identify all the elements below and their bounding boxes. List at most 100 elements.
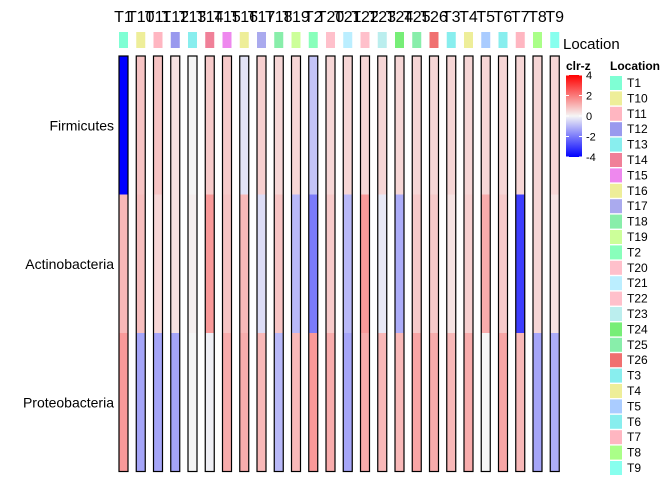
heatmap-cell [205,333,215,472]
heatmap-cell [412,56,422,195]
column-outline [428,55,440,473]
legend-swatch [610,183,622,198]
heatmap-cell [481,56,491,195]
heatmap-cell [136,56,146,195]
location-annotation-cell [533,32,542,48]
column-outline [273,55,284,473]
legend-swatch [610,122,622,137]
heatmap-cell [274,56,284,195]
column-label: T6 [494,9,513,26]
location-annotation-cell [498,32,508,48]
legend-label: T12 [627,122,648,136]
column-label: T20 [317,9,345,26]
location-annotation-cell [515,32,525,48]
legend-swatch [610,399,622,414]
column-label: T3 [442,9,461,26]
column-label: T14 [196,9,224,26]
row-label: Actinobacteria [25,256,114,272]
legend-swatch [610,353,622,368]
location-annotation-cell [119,32,128,48]
heatmap-cell [550,56,560,195]
legend-swatch [610,384,622,398]
column-outline [497,55,509,473]
legend-swatch [610,445,622,460]
location-annotation-cell [343,32,353,48]
column-outline [532,55,543,473]
legend-label: T1 [627,76,641,90]
heatmap-cell [377,194,387,333]
heatmap-cell [550,333,560,472]
heatmap-cell [170,194,180,333]
heatmap-cell [429,194,439,333]
legend-label: T6 [627,415,641,429]
legend-swatch [610,199,622,214]
location-annotation-cell [222,32,232,48]
heatmap-cell [119,56,128,195]
column-outline [204,55,215,473]
column-label: T4 [459,9,478,26]
legend-label: T14 [627,153,648,167]
column-outline [256,55,267,473]
column-label: T26 [420,9,448,26]
legend-swatch [610,461,622,475]
legend-label: T18 [627,215,648,229]
location-annotation-cell [326,32,335,48]
heatmap-cell [136,194,146,333]
legend-label: T4 [627,384,641,398]
heatmap-cell [464,194,473,333]
heatmap-cell [153,194,163,333]
heatmap-cell [222,56,232,195]
heatmap-cell [291,194,301,333]
legend-label: T10 [627,91,648,105]
column-label: T8 [528,9,547,26]
heatmap-cell [257,333,266,472]
location-annotation-cell [274,32,284,48]
column-outline [480,55,491,473]
row-label: Proteobacteria [23,394,114,410]
heatmap-cell [412,194,422,333]
heatmap-cell [446,56,456,195]
heatmap-cell [533,56,542,195]
color-scale-bar [566,75,582,157]
heatmap-cell [343,56,353,195]
heatmap-cell [498,56,508,195]
column-label: T18 [265,9,293,26]
legend-swatch [610,106,622,121]
color-scale-tick-label: 4 [586,70,592,82]
column-outline [394,55,405,473]
location-legend-title: Location [610,59,660,73]
heatmap-cell [222,194,232,333]
heatmap-cell [239,333,249,472]
heatmap-cell [343,194,353,333]
heatmap-cell [257,194,266,333]
heatmap-cell [464,56,473,195]
heatmap-cell [395,194,404,333]
heatmap-cell [412,333,422,472]
column-outline [549,55,560,473]
heatmap-cell [239,194,249,333]
legend-swatch [610,91,622,106]
column-label: T13 [179,9,207,26]
location-annotation-cell [188,32,197,48]
column-label: T9 [545,9,564,26]
location-annotation-cell [412,32,422,48]
heatmap-cell [515,333,525,472]
color-scale-tick-label: 0 [586,111,592,123]
heatmap-cell [377,56,387,195]
column-outline [463,55,474,473]
color-scale-title: clr-z [566,59,591,73]
heatmap-cell [170,56,180,195]
heatmap-cell [291,333,301,472]
legend-label: T3 [627,369,641,383]
heatmap-cell [377,333,387,472]
column-label: T16 [230,9,258,26]
location-annotation-cell [205,32,215,48]
heatmap-cell [446,333,456,472]
location-annotation-cell [308,32,318,48]
legend-swatch [610,368,622,383]
legend-swatch [610,76,622,90]
heatmap-cell [533,194,542,333]
heatmap-cell [119,194,128,333]
heatmap-cell [326,56,335,195]
heatmap-cell [481,333,491,472]
